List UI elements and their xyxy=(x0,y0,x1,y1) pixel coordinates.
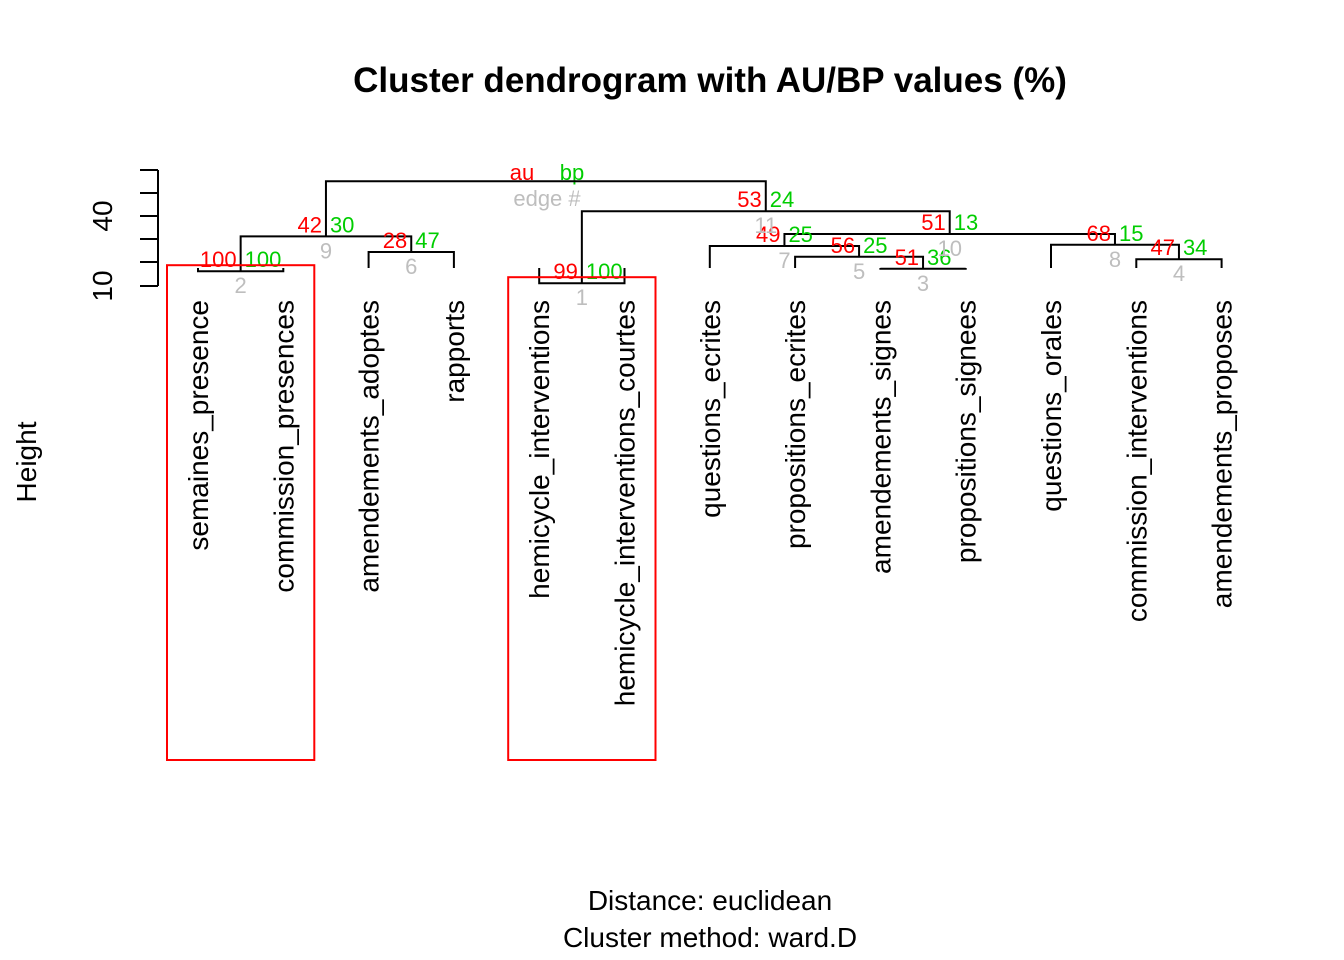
leaf-label: propositions_ecrites xyxy=(780,300,811,549)
leaf-label: propositions_signees xyxy=(951,300,982,563)
y-axis-ticks xyxy=(140,169,158,287)
au-value: 56 xyxy=(831,233,855,258)
bp-value: 100 xyxy=(245,247,282,272)
au-value: 42 xyxy=(297,212,321,237)
bp-value: 13 xyxy=(954,210,978,235)
au-value: 53 xyxy=(737,187,761,212)
edge-number: 11 xyxy=(754,213,777,238)
bp-value: 30 xyxy=(330,212,354,237)
au-value: 47 xyxy=(1150,235,1174,260)
edge-number: 2 xyxy=(235,273,247,298)
leaf-label: amendements_adoptes xyxy=(354,300,385,593)
leaf-label: questions_orales xyxy=(1036,300,1067,512)
leaf-label: commission_interventions xyxy=(1121,300,1152,622)
branch-m12 xyxy=(324,180,767,237)
edge-number: 3 xyxy=(917,271,929,296)
au-value: 68 xyxy=(1086,221,1110,246)
leaf-label: commission_presences xyxy=(268,300,299,593)
bp-value: 25 xyxy=(863,233,887,258)
chart-title: Cluster dendrogram with AU/BP values (%) xyxy=(353,61,1067,100)
bp-value: 36 xyxy=(927,245,951,270)
au-value: 51 xyxy=(895,245,919,270)
au-value: 51 xyxy=(921,210,945,235)
au-value: 28 xyxy=(383,228,407,253)
legend-edge: edge # xyxy=(513,186,581,211)
leaf-label: hemicycle_interventions_courtes xyxy=(610,300,641,706)
leaf-label: questions_ecrites xyxy=(695,300,726,518)
y-axis: 10 40 xyxy=(87,169,159,302)
leaf-labels: semaines_presence commission_presences ame… xyxy=(183,300,1238,706)
highlight-boxes xyxy=(166,264,657,761)
edge-number: 7 xyxy=(778,248,790,273)
bp-value: 34 xyxy=(1183,235,1207,260)
y-axis-label: Height xyxy=(11,421,42,502)
au-value: 49 xyxy=(756,222,780,247)
y-tick-label-10: 10 xyxy=(87,270,118,301)
leaf-label: amendements_proposes xyxy=(1207,300,1238,608)
edge-number: 4 xyxy=(1173,261,1185,286)
au-value: 99 xyxy=(553,259,577,284)
legend: au bp edge # xyxy=(510,160,584,211)
bp-value: 47 xyxy=(415,228,439,253)
leaf-label: semaines_presence xyxy=(183,300,214,551)
cluster-method-label: Cluster method: ward.D xyxy=(563,922,857,953)
bp-value: 100 xyxy=(586,259,623,284)
bp-value: 25 xyxy=(788,222,812,247)
leaf-label: hemicycle_interventions xyxy=(524,300,555,599)
leaf-label: rapports xyxy=(439,300,470,403)
edge-number: 6 xyxy=(405,254,417,279)
dendrogram-branches xyxy=(197,180,1223,285)
leaf-label: amendements_signes xyxy=(865,300,896,574)
edge-number: 1 xyxy=(576,285,588,310)
distance-label: Distance: euclidean xyxy=(588,885,832,916)
edge-number: 9 xyxy=(320,238,332,263)
edge-number: 8 xyxy=(1109,247,1121,272)
y-tick-label-40: 40 xyxy=(87,200,118,231)
bp-value: 24 xyxy=(770,187,794,212)
bp-value: 15 xyxy=(1119,221,1143,246)
highlight-box xyxy=(507,276,657,761)
highlight-box xyxy=(166,264,316,761)
au-value: 100 xyxy=(200,247,237,272)
edge-number: 10 xyxy=(937,236,961,261)
edge-number: 5 xyxy=(853,259,865,284)
